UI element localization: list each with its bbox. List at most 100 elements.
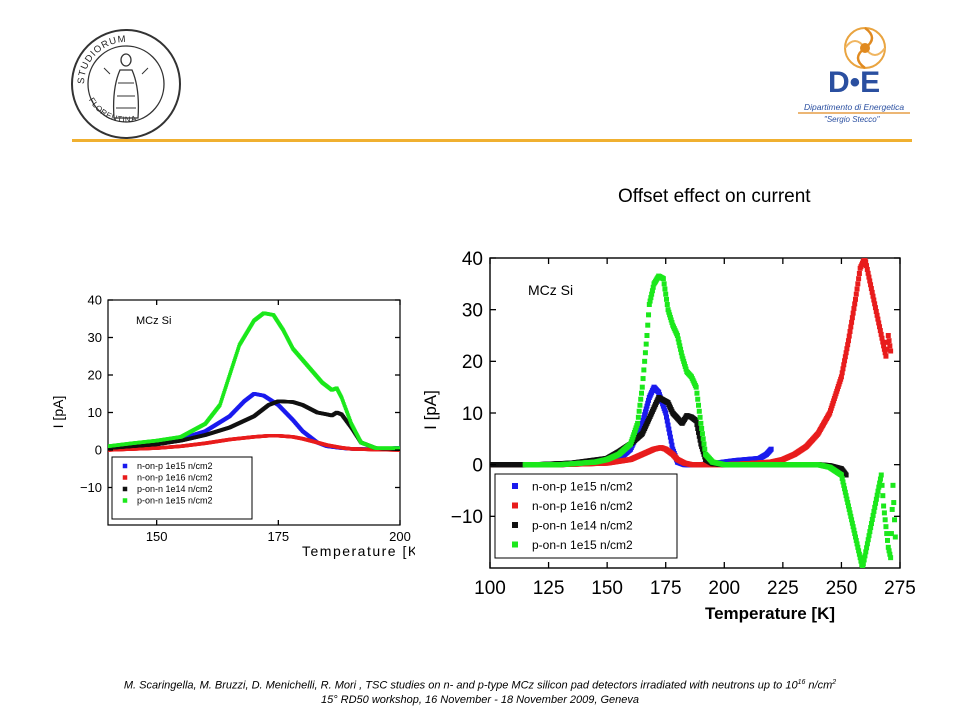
chart1-series-4-point xyxy=(222,390,226,395)
chart2-series-4-point xyxy=(669,320,675,326)
chart1-series-4-point xyxy=(218,403,222,407)
chart2-series-4-point xyxy=(849,520,855,526)
chart1-legend-label: p-on-n 1e14 n/cm2 xyxy=(137,484,213,494)
chart1-series-4-point xyxy=(222,389,227,393)
chart2-series-4-point xyxy=(660,276,666,282)
chart2-series-4-point xyxy=(853,537,859,543)
chart1-y-tick-label: −10 xyxy=(80,480,102,495)
chart2-legend-swatch xyxy=(512,522,518,528)
chart2-series-4-point xyxy=(844,496,850,502)
chart1-legend-swatch xyxy=(122,498,128,503)
chart2-series-2-point xyxy=(863,263,869,269)
chart1-legend-swatch xyxy=(122,475,128,480)
chart2-series-2-point xyxy=(886,338,892,344)
chart2-series-2-point xyxy=(870,293,876,299)
chart2-series-4-point xyxy=(683,366,689,372)
chart2-legend-label: n-on-p 1e15 n/cm2 xyxy=(532,479,633,493)
chart2-series-3-point xyxy=(843,472,849,478)
chart2-series-4-point xyxy=(636,408,642,414)
chart1-series-4-point xyxy=(230,364,235,368)
chart2-series-4-point xyxy=(880,493,886,499)
chart1-x-axis-label: Temperature [K] xyxy=(302,543,415,559)
chart2-series-4-point xyxy=(644,333,650,338)
chart2-series-4-point xyxy=(849,517,855,523)
chart2-series-2-point xyxy=(868,282,874,288)
chart2-series-4-point xyxy=(890,482,896,488)
chart2-series-2-point xyxy=(862,258,868,261)
chart2-y-tick-label: −10 xyxy=(451,507,483,528)
chart2-series-1-point xyxy=(643,406,649,412)
chart2-series-2-point xyxy=(873,308,879,314)
chart1-series-4-point xyxy=(234,352,239,356)
chart2-series-2-point xyxy=(887,343,893,349)
chart2-series-3-point xyxy=(700,449,706,455)
chart2-series-1-point xyxy=(668,438,674,444)
chart2-series-4-point xyxy=(873,496,879,502)
chart2-series-2-point xyxy=(847,328,853,334)
de-logo-name: Dipartimento di Energetica xyxy=(804,102,904,112)
chart2-series-2-point xyxy=(875,316,881,322)
chart2-series-1-point xyxy=(665,422,671,428)
chart2-series-4-point xyxy=(864,545,870,551)
chart2-series-4-point xyxy=(887,551,893,557)
chart2-series-4-point xyxy=(858,558,864,564)
chart2-series-4-point xyxy=(848,513,854,519)
chart2-series-4-point xyxy=(861,557,867,563)
chart2-series-2-point xyxy=(883,353,889,359)
chart2-series-4-point xyxy=(665,307,671,313)
chart1-series-4-point xyxy=(220,396,224,400)
chart2-series-4-point xyxy=(883,524,889,530)
chart2-series-4-point xyxy=(891,500,897,506)
chart2-series-2-point xyxy=(840,366,846,372)
chart2-series-2-point xyxy=(855,281,861,287)
chart2-series-4-point xyxy=(888,531,894,537)
footer-line-1: M. Scaringella, M. Bruzzi, D. Menichelli… xyxy=(123,679,837,692)
chart2-series-1-point xyxy=(639,420,645,426)
chart2-series-2-point xyxy=(845,338,851,344)
chart2-series-4-point xyxy=(885,537,891,543)
header-rule xyxy=(72,139,912,142)
chart2-legend-box xyxy=(494,473,678,559)
chart2-series-3-point xyxy=(699,444,705,450)
chart2-series-2-point xyxy=(876,320,882,326)
chart1-series-4-point xyxy=(233,357,237,361)
chart2-series-2-point xyxy=(871,297,877,303)
chart2-series-4-point xyxy=(641,367,647,373)
chart2-series-4-point xyxy=(875,488,881,494)
chart2-x-tick-label: 100 xyxy=(474,578,506,599)
chart2-series-4-point xyxy=(860,565,866,568)
chart1-series-4-point xyxy=(221,392,226,397)
chart2-series-4-point xyxy=(642,358,648,364)
chart1-series-4-point xyxy=(221,394,225,398)
chart2-series-1-point xyxy=(645,400,651,406)
chart2-series-4-point xyxy=(645,322,651,328)
chart1-series-4-point xyxy=(231,362,235,367)
chart2-series-4-point xyxy=(851,527,857,533)
right-tsc-chart: 100 125 150 175 200 225 250 275403020100−10MCz … xyxy=(421,249,916,623)
chart2-series-2-point xyxy=(854,286,860,292)
chart2-series-2-point xyxy=(844,346,850,352)
chart2-series-2-point xyxy=(849,319,855,325)
chart2-series-4-point xyxy=(666,309,672,315)
chart2-series-2-point xyxy=(872,301,878,307)
chart2-series-3-point xyxy=(697,437,703,443)
chart2-series-4-point xyxy=(682,364,688,369)
chart2-series-4-point xyxy=(872,504,878,510)
chart1-y-tick-label: 30 xyxy=(88,330,102,345)
chart2-series-4-point xyxy=(674,333,680,338)
chart2-series-3-point xyxy=(696,429,702,435)
chart2-series-4-point xyxy=(840,479,846,485)
chart2-x-tick-label: 150 xyxy=(591,578,623,599)
chart2-series-3-point xyxy=(698,441,704,447)
chart1-series-4-point xyxy=(228,371,232,375)
chart2-series-4-point xyxy=(647,298,653,304)
chart2-legend-swatch xyxy=(512,502,518,509)
chart1-x-tick-label: 150 xyxy=(146,529,168,544)
chart2-series-2-point xyxy=(843,350,849,356)
chart2-y-tick-label: 10 xyxy=(462,404,483,425)
chart2-series-4-point xyxy=(845,500,851,506)
chart2-series-4-point xyxy=(843,493,849,499)
chart1-series-4-point xyxy=(218,401,223,405)
chart2-series-4-point xyxy=(680,356,686,362)
chart2-series-4-point xyxy=(885,544,891,550)
